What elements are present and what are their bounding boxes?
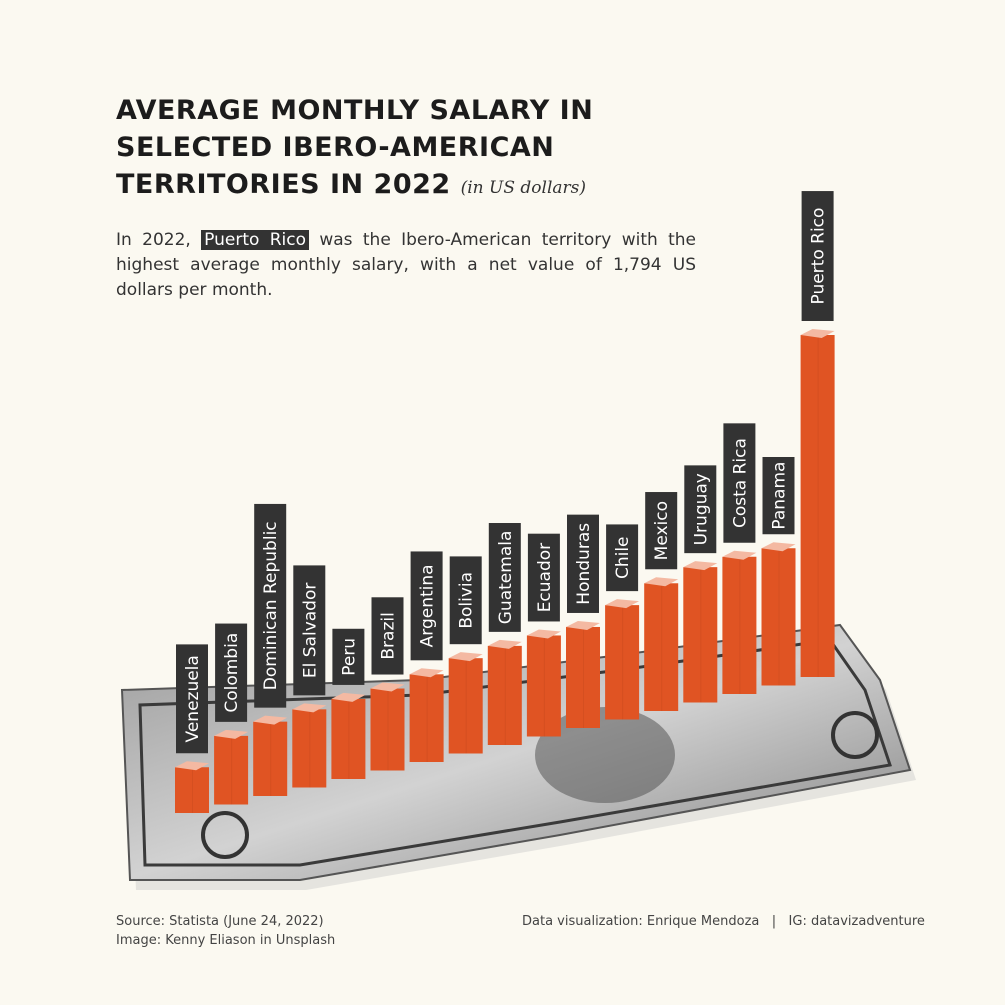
bar-label: Chile: [613, 536, 633, 579]
desc-before: In 2022,: [116, 230, 191, 250]
source-text: Source: Statista (June 24, 2022): [116, 914, 324, 929]
bar-group: Ecuador: [526, 533, 561, 737]
bar-edge: [387, 688, 389, 771]
bar-edge: [739, 556, 741, 694]
bar-top: [331, 692, 366, 702]
bar-label: Panama: [770, 462, 790, 530]
bar-label: Honduras: [574, 523, 594, 605]
bar-edge: [192, 767, 193, 813]
bar-top: [800, 329, 835, 338]
bar-edge: [543, 635, 545, 737]
bar-label: Bolivia: [457, 572, 477, 629]
bar-group: Argentina: [409, 551, 444, 762]
bar-top: [761, 542, 796, 552]
bar-label-box: [684, 465, 717, 554]
bar-label-box: [527, 533, 560, 622]
bar-top: [370, 682, 405, 692]
title-text: AVERAGE MONTHLY SALARY IN SELECTED IBERO…: [116, 95, 594, 200]
bar-label: Puerto Rico: [809, 208, 829, 305]
bar-label: Venezuela: [183, 655, 203, 742]
bar-label-box: [801, 191, 834, 321]
bar-group: Dominican Republic: [253, 503, 288, 796]
bar-group: Brazil: [370, 597, 405, 771]
bar-edge: [231, 735, 233, 805]
bar-label-box: [254, 503, 287, 708]
bar-edge: [700, 567, 702, 703]
bar-label-box: [606, 524, 639, 592]
bar-group: Honduras: [566, 514, 600, 728]
bar-label-box: [410, 551, 443, 661]
bar-top: [683, 561, 718, 571]
bar-label: Argentina: [418, 564, 438, 647]
footer-source: Source: Statista (June 24, 2022) Image: …: [116, 912, 335, 950]
bar-edge: [583, 626, 584, 728]
bar-edge: [622, 605, 624, 720]
bar-label: Mexico: [652, 501, 672, 560]
bar-edge: [504, 645, 506, 745]
bar-label: Ecuador: [535, 543, 555, 612]
bar-label-box: [723, 423, 756, 543]
bar-top: [409, 668, 444, 678]
bar-label: Brazil: [379, 612, 399, 659]
desc-highlight: Puerto Rico: [201, 230, 310, 250]
bar-label-box: [332, 628, 365, 685]
bar-label-box: [488, 523, 521, 632]
bar-group: Puerto Rico: [800, 191, 835, 677]
bar-label-box: [215, 623, 248, 722]
bar-top: [566, 620, 600, 630]
bar-top: [175, 761, 209, 771]
bar-top: [214, 729, 249, 739]
bar-label: Uruguay: [691, 473, 711, 545]
bar-top: [526, 629, 561, 639]
bar-group: Peru: [331, 628, 366, 779]
bar-edge: [778, 548, 780, 686]
bar-label: Peru: [339, 638, 359, 676]
bar-top: [448, 652, 483, 662]
bar-edge: [426, 674, 428, 762]
bar-edge: [465, 658, 467, 754]
bar-edge: [348, 698, 350, 779]
desc-after: was the Ibero-American territory with th…: [116, 230, 696, 300]
bar-label-box: [176, 644, 208, 754]
bar-group: Uruguay: [683, 465, 718, 703]
bar-group: Bolivia: [448, 556, 483, 754]
bar-top: [253, 715, 288, 725]
bar-top: [292, 703, 327, 713]
footer-credit: Data visualization: Enrique Mendoza | IG…: [522, 914, 925, 929]
bar-group: Costa Rica: [722, 423, 757, 694]
bar-group: El Salvador: [292, 565, 327, 788]
bar-group: Colombia: [214, 623, 249, 805]
bar-top: [487, 639, 522, 649]
bar-label-box: [762, 457, 795, 535]
chart-title: AVERAGE MONTHLY SALARY IN SELECTED IBERO…: [116, 92, 676, 207]
bar-edge: [661, 583, 663, 711]
bar-top: [605, 599, 640, 609]
description: In 2022, Puerto Rico was the Ibero-Ameri…: [116, 228, 696, 303]
title-unit: (in US dollars): [460, 178, 587, 198]
bar-group: Venezuela: [175, 644, 209, 813]
bar-label-box: [449, 556, 482, 645]
bar-label: Colombia: [222, 633, 242, 713]
bar-edge: [817, 335, 819, 677]
bar-edge: [309, 709, 311, 788]
bar-edge: [270, 721, 272, 796]
bar-label-box: [293, 565, 326, 696]
bar-label-box: [567, 514, 599, 613]
bar-group: Mexico: [644, 492, 679, 711]
bar-group: Chile: [605, 524, 640, 720]
bar-top: [722, 550, 757, 560]
bar-label-box: [371, 597, 404, 675]
bar-group: Guatemala: [487, 523, 522, 745]
bar-label: Dominican Republic: [261, 521, 281, 690]
image-credit-text: Image: Kenny Eliason in Unsplash: [116, 933, 336, 948]
bar-label: El Salvador: [300, 583, 320, 678]
bar-top: [644, 577, 679, 587]
bar-group: Panama: [761, 457, 796, 686]
bar-label-box: [645, 492, 678, 570]
bar-label: Guatemala: [496, 531, 516, 625]
bar-label: Costa Rica: [730, 438, 750, 528]
